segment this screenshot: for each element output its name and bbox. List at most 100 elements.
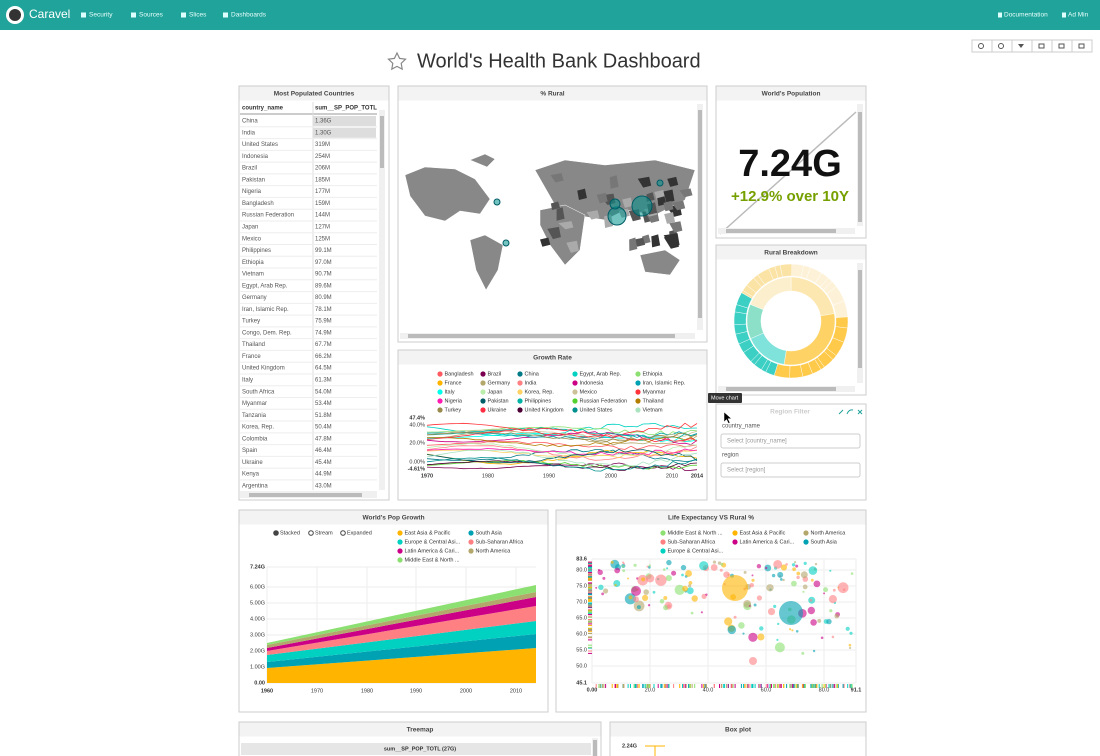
legend-label[interactable]: Myanmar xyxy=(643,389,666,395)
legend-label[interactable]: North America xyxy=(811,530,847,536)
legend-label[interactable]: Egypt, Arab Rep. xyxy=(580,371,622,377)
legend-label[interactable]: United States xyxy=(580,407,613,413)
scrollbar-thumb[interactable] xyxy=(380,116,384,168)
legend-label[interactable]: Nigeria xyxy=(445,398,463,404)
legend-swatch[interactable] xyxy=(660,539,666,545)
legend-label[interactable]: India xyxy=(525,380,538,386)
close-icon[interactable] xyxy=(857,409,863,415)
legend-swatch[interactable] xyxy=(572,389,578,395)
legend-label[interactable]: Sub-Saharan Africa xyxy=(476,539,525,545)
control-label[interactable]: Stream xyxy=(315,530,333,536)
legend-label[interactable]: Latin America & Cari... xyxy=(405,548,460,554)
scrollbar-thumb[interactable] xyxy=(858,112,862,222)
legend-label[interactable]: Vietnam xyxy=(643,407,663,413)
legend-label[interactable]: China xyxy=(525,371,540,377)
legend-swatch[interactable] xyxy=(517,398,523,404)
legend-label[interactable]: Italy xyxy=(445,389,455,395)
legend-label[interactable]: Germany xyxy=(488,380,511,386)
export-icon[interactable] xyxy=(846,409,854,415)
legend-swatch[interactable] xyxy=(397,539,403,545)
edit-icon[interactable] xyxy=(838,409,844,415)
legend-label[interactable]: Russian Federation xyxy=(580,398,628,404)
legend-label[interactable]: United Kingdom xyxy=(525,407,565,413)
nav-item[interactable]: Documentation xyxy=(1004,12,1048,19)
legend-swatch[interactable] xyxy=(635,380,641,386)
legend-label[interactable]: Indonesia xyxy=(580,380,605,386)
legend-swatch[interactable] xyxy=(635,389,641,395)
select-input[interactable] xyxy=(720,433,861,449)
legend-swatch[interactable] xyxy=(572,371,578,377)
scrollbar-thumb[interactable] xyxy=(858,270,862,368)
legend-label[interactable]: East Asia & Pacific xyxy=(740,530,786,536)
radio[interactable] xyxy=(308,530,314,536)
scrollbar-thumb[interactable] xyxy=(408,334,675,338)
legend-swatch[interactable] xyxy=(803,530,809,536)
legend-swatch[interactable] xyxy=(660,548,666,554)
legend-label[interactable]: East Asia & Pacific xyxy=(405,530,451,536)
legend-swatch[interactable] xyxy=(480,380,486,386)
legend-swatch[interactable] xyxy=(635,371,641,377)
legend-label[interactable]: Middle East & North ... xyxy=(668,530,723,536)
legend-label[interactable]: Ukraine xyxy=(488,407,507,413)
legend-swatch[interactable] xyxy=(468,530,474,536)
legend-swatch[interactable] xyxy=(437,389,443,395)
legend-swatch[interactable] xyxy=(732,539,738,545)
refresh-button[interactable] xyxy=(978,43,984,49)
scrollbar-thumb[interactable] xyxy=(593,740,597,756)
legend-swatch[interactable] xyxy=(517,407,523,413)
legend-swatch[interactable] xyxy=(517,371,523,377)
legend-swatch[interactable] xyxy=(437,380,443,386)
legend-swatch[interactable] xyxy=(397,548,403,554)
legend-label[interactable]: Brazil xyxy=(488,371,502,377)
save-button[interactable] xyxy=(1078,43,1085,49)
legend-label[interactable]: Bangladesh xyxy=(445,371,474,377)
legend-label[interactable]: Europe & Central Asi... xyxy=(405,539,461,545)
radio[interactable] xyxy=(273,530,279,536)
legend-swatch[interactable] xyxy=(397,557,403,563)
legend-swatch[interactable] xyxy=(480,398,486,404)
legend-swatch[interactable] xyxy=(660,530,666,536)
favorite-star[interactable] xyxy=(387,51,407,71)
legend-swatch[interactable] xyxy=(732,530,738,536)
legend-label[interactable]: France xyxy=(445,380,462,386)
legend-swatch[interactable] xyxy=(572,380,578,386)
legend-label[interactable]: South Asia xyxy=(811,539,838,545)
legend-label[interactable]: Japan xyxy=(488,389,503,395)
legend-label[interactable]: Philippines xyxy=(525,398,552,404)
edit-button[interactable] xyxy=(1058,43,1065,49)
scrollbar-thumb[interactable] xyxy=(698,110,702,318)
nav-item[interactable]: Ad Min xyxy=(1068,12,1089,19)
legend-swatch[interactable] xyxy=(437,407,443,413)
legend-swatch[interactable] xyxy=(480,389,486,395)
legend-label[interactable]: Pakistan xyxy=(488,398,509,404)
legend-label[interactable]: Middle East & North ... xyxy=(405,557,460,563)
scrollbar-thumb[interactable] xyxy=(726,387,836,391)
legend-swatch[interactable] xyxy=(437,371,443,377)
legend-label[interactable]: North America xyxy=(476,548,512,554)
legend-swatch[interactable] xyxy=(517,380,523,386)
nav-item[interactable]: Sources xyxy=(139,12,164,19)
select-input[interactable] xyxy=(720,462,861,478)
legend-label[interactable]: Iran, Islamic Rep. xyxy=(643,380,686,386)
legend-label[interactable]: Korea, Rep. xyxy=(525,389,555,395)
legend-swatch[interactable] xyxy=(572,407,578,413)
nav-item[interactable]: Slices xyxy=(189,12,207,19)
legend-swatch[interactable] xyxy=(572,398,578,404)
legend-swatch[interactable] xyxy=(397,530,403,536)
legend-swatch[interactable] xyxy=(517,389,523,395)
legend-swatch[interactable] xyxy=(480,407,486,413)
legend-label[interactable]: Latin America & Cari... xyxy=(740,539,795,545)
legend-swatch[interactable] xyxy=(468,548,474,554)
nav-item[interactable]: Security xyxy=(89,12,113,19)
legend-label[interactable]: Sub-Saharan Africa xyxy=(668,539,717,545)
legend-label[interactable]: Mexico xyxy=(580,389,597,395)
legend-label[interactable]: Thailand xyxy=(643,398,664,404)
css-button[interactable] xyxy=(1038,43,1045,49)
clock-button[interactable] xyxy=(998,43,1004,49)
legend-label[interactable]: South Asia xyxy=(476,530,503,536)
nav-item[interactable]: Dashboards xyxy=(231,12,267,19)
legend-label[interactable]: Turkey xyxy=(445,407,462,413)
legend-swatch[interactable] xyxy=(803,539,809,545)
legend-swatch[interactable] xyxy=(480,371,486,377)
legend-label[interactable]: Europe & Central Asi... xyxy=(668,548,724,554)
